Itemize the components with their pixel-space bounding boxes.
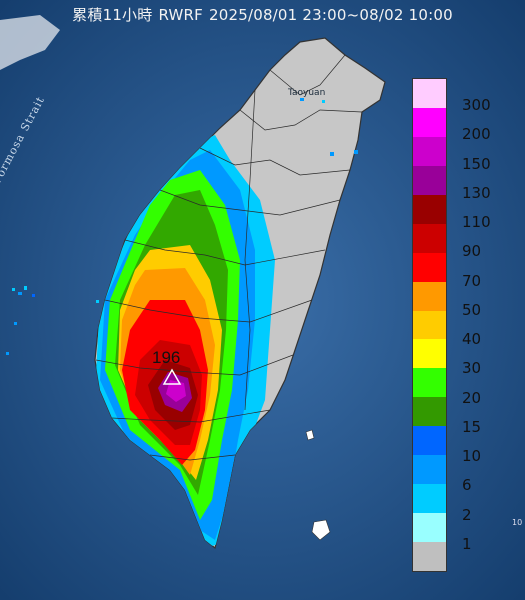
rainfall-legend: 300 200 150 130 110 90 70 50 40 30 20 15 10 6 2 1 xyxy=(412,78,510,572)
title-prefix: 累積11小時 xyxy=(72,6,153,24)
city-label-taoyuan: Taoyuan xyxy=(288,88,326,98)
max-rainfall-value: 196 xyxy=(152,348,181,367)
legend-label: 40 xyxy=(462,330,482,348)
title-product: RWRF xyxy=(158,6,203,24)
legend-swatch xyxy=(413,368,446,398)
legend-label: 2 xyxy=(462,505,472,524)
legend-swatch xyxy=(413,310,446,340)
title-time-range: 2025/08/01 23:00~08/02 10:00 xyxy=(208,6,453,24)
legend-swatch xyxy=(413,542,446,571)
legend-label: 20 xyxy=(462,388,482,407)
legend-label: 90 xyxy=(462,242,482,261)
legend-swatch xyxy=(413,281,446,311)
legend-swatch xyxy=(413,107,446,137)
legend-swatch xyxy=(413,252,446,282)
legend-swatch xyxy=(413,223,446,253)
legend-swatch xyxy=(413,339,446,369)
legend-swatch xyxy=(413,165,446,195)
legend-color-bar xyxy=(412,78,447,572)
legend-swatch xyxy=(413,426,446,456)
legend-swatch xyxy=(413,79,446,108)
legend-label: 130 xyxy=(462,183,491,202)
legend-swatch xyxy=(413,397,446,427)
legend-swatch xyxy=(413,455,446,485)
green-island xyxy=(305,429,315,441)
legend-label: 150 xyxy=(462,154,491,173)
legend-label: 70 xyxy=(462,271,482,290)
corner-label: 10 xyxy=(512,518,523,527)
sea-echoes xyxy=(6,98,358,355)
legend-label: 6 xyxy=(462,476,472,495)
map-title: 累積11小時 RWRF 2025/08/01 23:00~08/02 10:00 xyxy=(0,4,525,25)
mainland-coast xyxy=(0,15,60,70)
legend-swatch xyxy=(413,194,446,224)
legend-label: 30 xyxy=(462,359,482,378)
legend-label: 10 xyxy=(462,447,482,465)
legend-labels: 300 200 150 130 110 90 70 50 40 30 20 15 10 6 2 1 xyxy=(462,96,512,564)
legend-swatch xyxy=(413,484,446,514)
max-rainfall-marker xyxy=(162,368,182,385)
legend-label: 110 xyxy=(462,213,491,231)
legend-label: 300 xyxy=(462,96,491,114)
legend-label: 200 xyxy=(462,125,491,144)
county-boundaries xyxy=(95,54,363,461)
legend-label: 15 xyxy=(462,417,482,436)
orchid-island xyxy=(311,519,331,541)
rain-band-magenta xyxy=(166,380,186,402)
legend-label: 50 xyxy=(462,300,482,319)
legend-label: 1 xyxy=(462,534,472,553)
rainfall-field xyxy=(95,135,275,548)
legend-swatch xyxy=(413,513,446,542)
legend-swatch xyxy=(413,136,446,166)
